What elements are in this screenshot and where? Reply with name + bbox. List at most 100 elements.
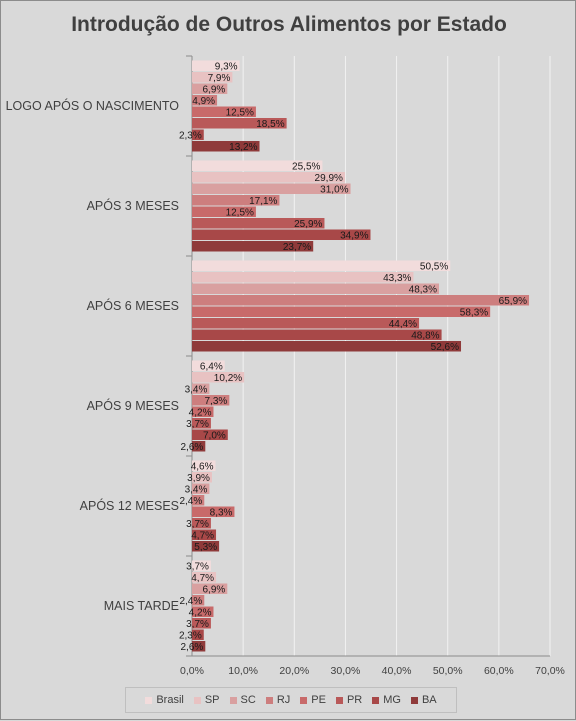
legend-swatch bbox=[300, 696, 308, 704]
bar bbox=[192, 641, 206, 652]
data-label: 7,9% bbox=[208, 73, 231, 84]
legend-swatch bbox=[145, 696, 153, 704]
legend-label: SC bbox=[240, 694, 256, 706]
data-label: 2,4% bbox=[179, 596, 202, 607]
bar bbox=[192, 229, 371, 240]
category-label: APÓS 12 MESES bbox=[80, 498, 179, 513]
data-label: 29,9% bbox=[315, 173, 343, 184]
data-label: 4,2% bbox=[189, 607, 212, 618]
bar bbox=[192, 406, 214, 417]
bar bbox=[192, 360, 225, 371]
data-label: 34,9% bbox=[340, 230, 368, 241]
bar bbox=[192, 260, 451, 271]
data-label: 23,7% bbox=[283, 242, 311, 253]
legend-item: BA bbox=[410, 694, 437, 706]
data-label: 7,3% bbox=[205, 396, 228, 407]
data-label: 52,6% bbox=[431, 342, 459, 353]
data-label: 2,6% bbox=[181, 442, 204, 453]
bar bbox=[192, 206, 256, 217]
data-label: 2,4% bbox=[179, 496, 202, 507]
legend-item: RJ bbox=[265, 694, 291, 706]
legend-label: SP bbox=[204, 694, 220, 706]
legend-item: PE bbox=[300, 694, 326, 706]
x-tick-label: 0,0% bbox=[180, 665, 204, 677]
bar bbox=[192, 283, 440, 294]
data-label: 6,9% bbox=[202, 84, 225, 95]
bar bbox=[192, 460, 216, 471]
data-label: 3,7% bbox=[186, 519, 209, 530]
data-label: 3,7% bbox=[186, 419, 209, 430]
legend-swatch bbox=[372, 696, 380, 704]
bar bbox=[192, 541, 220, 552]
category-label: MAIS TARDE bbox=[104, 599, 179, 613]
bar bbox=[192, 560, 211, 571]
x-tick-label: 70,0% bbox=[535, 665, 565, 677]
x-tick-label: 60,0% bbox=[484, 665, 514, 677]
bar bbox=[192, 606, 214, 617]
bar bbox=[192, 318, 420, 329]
data-label: 44,4% bbox=[389, 319, 417, 330]
bar bbox=[192, 272, 414, 283]
legend-swatch bbox=[193, 696, 201, 704]
legend-item: SC bbox=[229, 694, 256, 706]
bar bbox=[192, 118, 287, 129]
x-tick-label: 10,0% bbox=[228, 665, 258, 677]
bar bbox=[192, 483, 210, 494]
bar bbox=[192, 495, 205, 506]
legend-item: MG bbox=[372, 694, 401, 706]
bar bbox=[192, 529, 217, 540]
bar bbox=[192, 629, 204, 640]
bar bbox=[192, 518, 211, 529]
bar bbox=[192, 418, 211, 429]
bar bbox=[192, 60, 240, 71]
data-label: 65,9% bbox=[499, 296, 527, 307]
bar bbox=[192, 595, 205, 606]
chart-title: Introdução de Outros Alimentos por Estad… bbox=[71, 13, 507, 36]
data-label: 3,4% bbox=[185, 484, 208, 495]
bar bbox=[192, 218, 325, 229]
bar bbox=[192, 241, 314, 252]
data-label: 3,7% bbox=[186, 561, 209, 572]
data-label: 43,3% bbox=[383, 273, 411, 284]
data-label: 2,6% bbox=[181, 642, 204, 653]
legend-label: PR bbox=[346, 694, 363, 706]
bar bbox=[192, 141, 260, 152]
legend-label: PE bbox=[311, 694, 326, 706]
bar bbox=[192, 472, 212, 483]
data-label: 6,4% bbox=[200, 361, 223, 372]
legend-swatch bbox=[265, 696, 273, 704]
data-label: 17,1% bbox=[249, 196, 277, 207]
data-label: 50,5% bbox=[420, 261, 448, 272]
legend-item: Brasil bbox=[145, 694, 184, 706]
data-label: 18,5% bbox=[256, 119, 284, 130]
data-label: 2,3% bbox=[179, 630, 202, 641]
data-label: 3,7% bbox=[186, 619, 209, 630]
data-label: 12,5% bbox=[226, 107, 254, 118]
x-tick-label: 20,0% bbox=[279, 665, 309, 677]
data-label: 6,9% bbox=[202, 584, 225, 595]
bar bbox=[192, 183, 351, 194]
data-label: 8,3% bbox=[210, 507, 233, 518]
bar bbox=[192, 618, 211, 629]
data-label: 4,9% bbox=[192, 96, 215, 107]
data-label: 4,2% bbox=[189, 407, 212, 418]
data-label: 48,3% bbox=[409, 284, 437, 295]
bar bbox=[192, 129, 204, 140]
bar bbox=[192, 295, 530, 306]
data-label: 25,5% bbox=[292, 161, 320, 172]
bar bbox=[192, 172, 345, 183]
data-label: 48,8% bbox=[411, 330, 439, 341]
x-tick-label: 50,0% bbox=[433, 665, 463, 677]
legend-label: RJ bbox=[276, 694, 291, 706]
data-label: 58,3% bbox=[460, 307, 488, 318]
data-label: 3,4% bbox=[185, 384, 208, 395]
data-label: 4,7% bbox=[191, 530, 214, 541]
category-label: APÓS 3 MESES bbox=[87, 198, 179, 213]
x-tick-label: 40,0% bbox=[382, 665, 412, 677]
data-label: 10,2% bbox=[214, 373, 242, 384]
legend-swatch bbox=[229, 696, 237, 704]
legend-swatch bbox=[410, 696, 418, 704]
data-label: 3,9% bbox=[187, 473, 210, 484]
